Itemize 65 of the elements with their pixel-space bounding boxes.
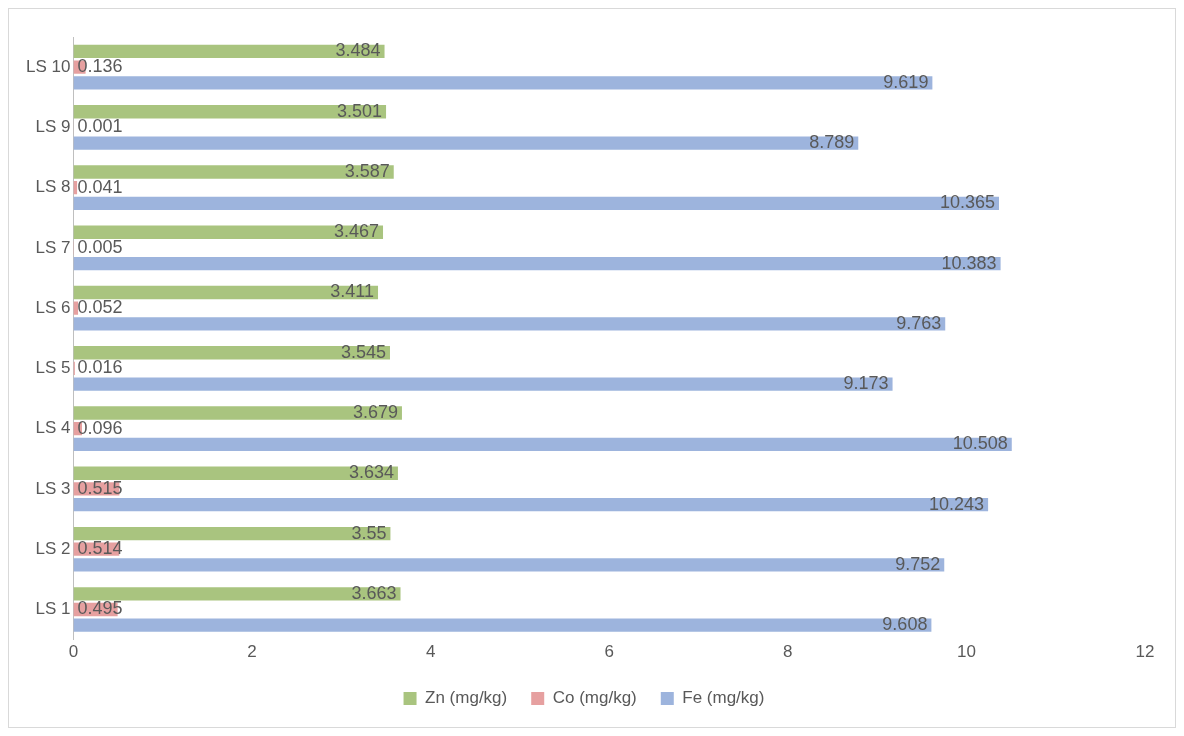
- data-label: 3.663: [351, 582, 397, 603]
- x-tick-label: 10: [956, 642, 976, 662]
- bar: [73, 44, 385, 59]
- y-tick-label: LS 1: [35, 599, 71, 619]
- bar: [73, 285, 379, 300]
- data-label: 0.005: [77, 236, 123, 257]
- data-label: 9.619: [883, 71, 929, 92]
- y-tick-label: LS 8: [35, 177, 71, 197]
- bar: [73, 196, 999, 210]
- data-label: 3.587: [344, 160, 390, 181]
- bar: [73, 105, 387, 119]
- x-tick-label: 8: [783, 642, 793, 662]
- bar: [73, 618, 932, 632]
- bar: [73, 346, 390, 360]
- data-label: 0.001: [77, 116, 123, 137]
- y-tick-label: LS 7: [35, 237, 71, 257]
- data-label: 9.173: [843, 373, 889, 394]
- data-label: 8.789: [809, 132, 855, 153]
- y-tick-label: LS 2: [35, 538, 71, 558]
- data-label: 3.501: [337, 100, 383, 121]
- y-tick-label: LS 10: [25, 56, 71, 76]
- bar: [73, 466, 398, 480]
- legend-label: Fe (mg/kg): [682, 688, 765, 708]
- data-label: 10.243: [929, 493, 985, 514]
- data-label: 9.608: [882, 614, 928, 635]
- bar: [73, 558, 945, 572]
- x-tick-label: 0: [68, 642, 79, 662]
- bar: [73, 76, 933, 90]
- data-label: 10.365: [939, 192, 995, 213]
- y-tick-label: LS 5: [35, 358, 71, 378]
- data-label: 3.634: [348, 462, 394, 483]
- data-label: 9.752: [895, 553, 941, 574]
- bar: [73, 136, 859, 150]
- x-tick-label: 6: [604, 642, 614, 662]
- data-label: 10.383: [941, 252, 997, 273]
- bar: [73, 587, 401, 601]
- data-label: 9.763: [896, 312, 942, 333]
- bar: [73, 256, 1001, 271]
- bar: [73, 497, 989, 512]
- bar: [73, 406, 402, 420]
- y-tick-label: LS 3: [35, 478, 71, 498]
- x-tick-label: 12: [1135, 642, 1155, 662]
- x-tick-label: 4: [425, 642, 436, 662]
- x-tick-label: 2: [247, 642, 257, 662]
- bar: [73, 165, 394, 179]
- data-label: 3.467: [333, 221, 380, 242]
- y-tick-label: LS 9: [35, 117, 71, 137]
- bar: [73, 437, 1012, 452]
- y-tick-label: LS 6: [35, 297, 71, 317]
- data-label: 0.052: [77, 297, 123, 318]
- data-label: 3.484: [335, 40, 381, 61]
- data-label: 3.55: [351, 522, 387, 543]
- data-label: 3.545: [340, 341, 386, 362]
- bar: [73, 225, 384, 239]
- bar: [73, 526, 391, 541]
- legend-label: Co (mg/kg): [552, 688, 637, 708]
- data-label: 0.041: [77, 176, 123, 197]
- legend-label: Zn (mg/kg): [425, 688, 508, 708]
- data-label: 0.016: [77, 357, 123, 378]
- data-label: 10.508: [952, 433, 1008, 454]
- bar: [73, 317, 946, 331]
- data-label: 3.679: [352, 401, 398, 422]
- bar: [73, 377, 893, 391]
- y-tick-label: LS 4: [35, 418, 71, 438]
- data-label: 3.411: [330, 281, 375, 302]
